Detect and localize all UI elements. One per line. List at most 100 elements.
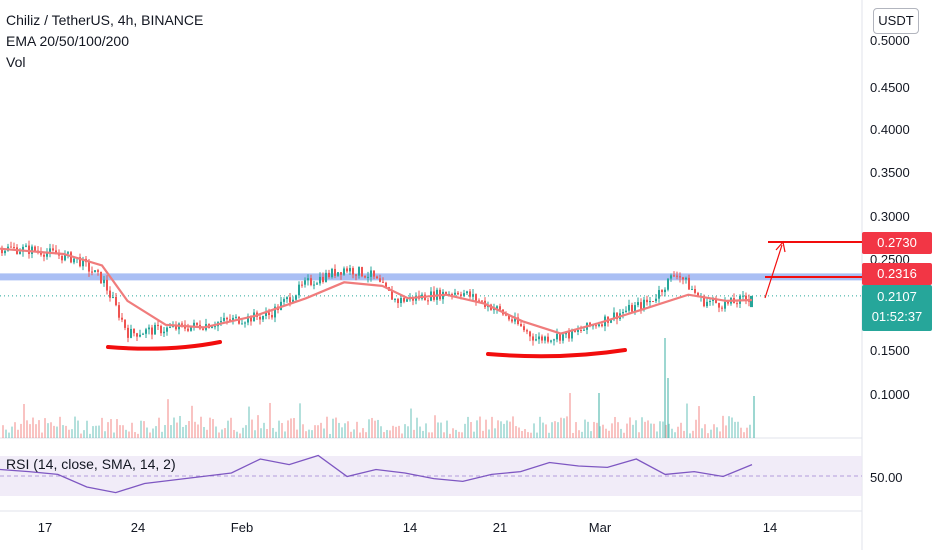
candle-body xyxy=(682,277,684,280)
candle-body xyxy=(538,336,540,340)
candle-body xyxy=(220,320,222,323)
volume-bar xyxy=(524,429,526,438)
volume-bar xyxy=(263,422,265,438)
volume-bar xyxy=(620,428,622,438)
candle-body xyxy=(750,295,753,308)
candle-body xyxy=(67,252,69,254)
candle-body xyxy=(736,303,738,305)
candle-body xyxy=(94,270,96,273)
candle-body xyxy=(319,276,321,284)
volume-bar xyxy=(590,431,592,438)
volume-bar xyxy=(191,405,193,438)
volume-bar xyxy=(2,425,4,438)
volume-bar xyxy=(308,429,310,438)
volume-bar xyxy=(200,416,202,438)
candle-body xyxy=(571,329,573,339)
volume-bar xyxy=(647,420,649,438)
candle-body xyxy=(394,298,396,300)
volume-bar xyxy=(707,433,709,438)
candle-body xyxy=(370,270,372,277)
volume-bar xyxy=(500,421,502,438)
currency-unit-button[interactable]: USDT xyxy=(873,8,919,34)
candle-body xyxy=(631,304,633,312)
candle-body xyxy=(343,268,345,275)
volume-bar xyxy=(53,425,55,438)
volume-bar xyxy=(749,424,751,438)
volume-bar xyxy=(170,425,172,438)
candle-body xyxy=(109,290,111,298)
volume-bar xyxy=(575,422,577,438)
candle-body xyxy=(82,258,84,267)
volume-bar xyxy=(17,429,19,438)
volume-bar xyxy=(617,422,619,438)
candle-body xyxy=(283,299,285,302)
ema-indicator-label[interactable]: EMA 20/50/100/200 xyxy=(6,33,129,49)
symbol-title[interactable]: Chiliz / TetherUS, 4h, BINANCE xyxy=(6,12,204,28)
candle-body xyxy=(742,295,744,297)
price-tick: 0.4000 xyxy=(870,122,910,137)
candle-body xyxy=(229,319,231,321)
rsi-indicator-label[interactable]: RSI (14, close, SMA, 14, 2) xyxy=(6,456,176,472)
volume-bar xyxy=(323,428,325,438)
candle-body xyxy=(391,290,393,300)
volume-bar xyxy=(98,425,100,438)
volume-bar xyxy=(218,432,220,438)
volume-bar xyxy=(371,417,373,438)
volume-bar xyxy=(428,432,430,438)
candle-body xyxy=(673,275,675,277)
candle-body xyxy=(523,326,525,331)
volume-bar xyxy=(554,421,556,438)
candle-body xyxy=(124,319,126,328)
candle-body xyxy=(445,291,447,296)
candle-body xyxy=(553,339,555,341)
volume-bar xyxy=(632,424,634,438)
candle-body xyxy=(232,317,234,321)
candle-body xyxy=(610,319,612,323)
candle-body xyxy=(307,278,309,281)
volume-bar xyxy=(335,417,337,438)
rsi-tick: 50.00 xyxy=(870,470,903,485)
volume-bar xyxy=(566,416,568,438)
candle-body xyxy=(580,330,582,332)
candle-body xyxy=(10,246,12,248)
volume-bar xyxy=(146,427,148,438)
candle-body xyxy=(511,319,513,322)
candle-body xyxy=(340,272,342,275)
candle-body xyxy=(262,316,264,320)
volume-bar xyxy=(47,423,49,438)
candle-body xyxy=(268,312,270,315)
volume-bar xyxy=(656,431,658,438)
volume-bar xyxy=(488,429,490,438)
candle-body xyxy=(685,277,687,280)
volume-bar xyxy=(635,420,637,438)
candle-body xyxy=(325,272,327,282)
price-tick: 0.3500 xyxy=(870,165,910,180)
volume-bar xyxy=(380,426,382,438)
candle-body xyxy=(358,267,360,276)
volume-bar xyxy=(581,431,583,438)
volume-bar xyxy=(539,416,541,438)
last-price-tag: 0.2107 01:52:37 xyxy=(862,285,932,331)
last-price-value: 0.2107 xyxy=(877,289,917,304)
volume-bar xyxy=(479,416,481,438)
candle-body xyxy=(118,305,120,318)
candle-body xyxy=(466,291,468,294)
candle-body xyxy=(688,277,690,290)
volume-bar xyxy=(236,431,238,438)
volume-bar xyxy=(251,419,253,438)
candle-body xyxy=(274,306,276,318)
candle-body xyxy=(25,245,27,247)
volume-indicator-label[interactable]: Vol xyxy=(6,54,26,70)
volume-bar xyxy=(722,415,724,438)
volume-bar xyxy=(326,416,328,438)
volume-bar xyxy=(482,430,484,438)
volume-bar xyxy=(260,428,262,438)
volume-bar xyxy=(50,422,52,438)
volume-bar xyxy=(113,432,115,438)
volume-bar xyxy=(32,417,34,438)
candle-body xyxy=(379,278,381,282)
volume-bar xyxy=(611,423,613,438)
volume-bar xyxy=(299,403,301,438)
candle-body xyxy=(361,267,363,277)
